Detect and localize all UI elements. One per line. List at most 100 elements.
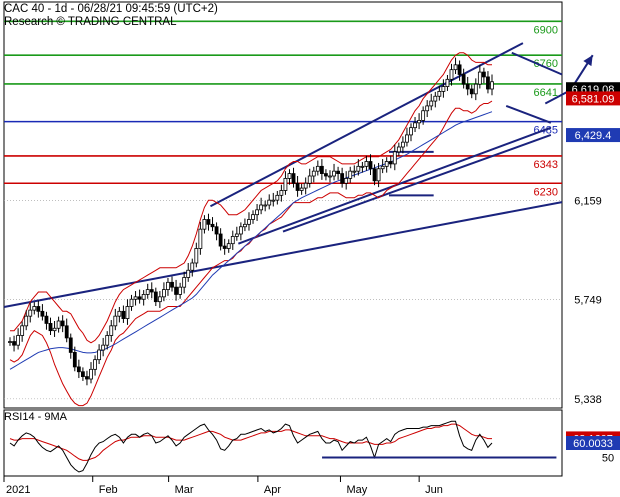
candle-body	[418, 120, 421, 122]
candle-body	[191, 263, 194, 270]
candle-body	[478, 72, 481, 84]
level-label: 6230	[534, 186, 558, 198]
candle-body	[49, 323, 52, 330]
candle-body	[482, 72, 485, 77]
candle-body	[29, 310, 32, 316]
candle-body	[312, 171, 315, 176]
candle-body	[442, 87, 445, 92]
candle-body	[341, 174, 344, 184]
candle-body	[171, 282, 174, 287]
candle-body	[114, 316, 117, 326]
candle-body	[150, 290, 153, 292]
candle-body	[199, 229, 202, 248]
candle-body	[13, 342, 16, 346]
candle-body	[203, 220, 206, 230]
chart-title: CAC 40 - 1d - 06/28/21 09:45:59 (UTC+2)	[4, 3, 218, 15]
candle-body	[345, 178, 348, 183]
candle-body	[57, 321, 60, 328]
candle-body	[223, 246, 226, 248]
candle-body	[353, 171, 356, 172]
candle-body	[247, 220, 250, 225]
candle-body	[470, 89, 473, 94]
candle-body	[235, 234, 238, 236]
candle-body	[450, 70, 453, 80]
candle-body	[300, 188, 303, 190]
candle-body	[122, 311, 125, 318]
candle-body	[231, 236, 234, 243]
candle-body	[486, 77, 489, 89]
candle-body	[454, 65, 457, 70]
candle-body	[381, 166, 384, 168]
price-tick-label: 5,749	[574, 294, 602, 306]
candle-body	[106, 336, 109, 346]
candle-body	[118, 311, 121, 316]
candle-body	[393, 152, 396, 164]
candle-body	[98, 350, 101, 360]
candle-body	[65, 326, 68, 338]
candle-body	[211, 224, 214, 226]
candle-body	[260, 205, 263, 210]
candle-body	[85, 377, 88, 379]
candle-body	[430, 101, 433, 106]
candle-body	[491, 82, 494, 89]
candle-body	[134, 297, 137, 299]
candle-body	[373, 169, 376, 181]
candle-body	[288, 174, 291, 179]
time-tick-label: Mar	[175, 484, 194, 496]
price-tick-label: 5,338	[574, 394, 602, 406]
candle-body	[438, 91, 441, 96]
candle-body	[361, 166, 364, 167]
research-credit: Research © TRADING CENTRAL	[4, 16, 177, 28]
candle-body	[243, 224, 246, 226]
candle-body	[94, 360, 97, 370]
candle-body	[215, 227, 218, 234]
candle-body	[41, 311, 44, 316]
candle-body	[9, 342, 12, 343]
candle-body	[183, 278, 186, 288]
candle-body	[37, 307, 40, 312]
candle-body	[458, 65, 461, 75]
candle-body	[357, 166, 360, 171]
candle-body	[195, 249, 198, 264]
candle-body	[304, 183, 307, 188]
candle-body	[308, 176, 311, 183]
time-tick-label: Jun	[425, 484, 443, 496]
candle-body	[385, 162, 388, 167]
candle-body	[272, 200, 275, 201]
candle-body	[280, 191, 283, 196]
candle-body	[207, 220, 210, 225]
candle-body	[422, 111, 425, 121]
candle-body	[414, 123, 417, 128]
candle-body	[264, 205, 267, 206]
price-tick-label: 6,159	[574, 195, 602, 207]
candle-body	[179, 287, 182, 294]
rsi-tick-label: 50	[602, 453, 614, 465]
candle-body	[268, 200, 271, 205]
level-label: 6343	[534, 159, 558, 171]
candle-body	[45, 316, 48, 323]
candle-body	[21, 326, 24, 336]
candle-body	[365, 162, 368, 167]
candle-body	[53, 328, 56, 330]
candle-body	[90, 369, 93, 379]
candle-body	[320, 166, 323, 173]
candle-body	[33, 307, 36, 311]
candle-body	[158, 297, 161, 302]
level-label: 6900	[534, 24, 558, 36]
time-tick-label: 2021	[6, 484, 30, 496]
time-tick-label: Feb	[99, 484, 118, 496]
candle-body	[219, 234, 222, 246]
candle-body	[349, 171, 352, 178]
candle-body	[328, 176, 331, 177]
candle-body	[426, 106, 429, 111]
candle-body	[377, 169, 380, 181]
candle-body	[154, 292, 157, 302]
candle-body	[462, 75, 465, 85]
candle-body	[397, 147, 400, 152]
candle-body	[166, 282, 169, 289]
time-tick-label: May	[346, 484, 367, 496]
candle-body	[405, 135, 408, 142]
level-label: 6641	[534, 87, 558, 99]
candle-body	[256, 210, 259, 215]
candle-body	[409, 128, 412, 135]
